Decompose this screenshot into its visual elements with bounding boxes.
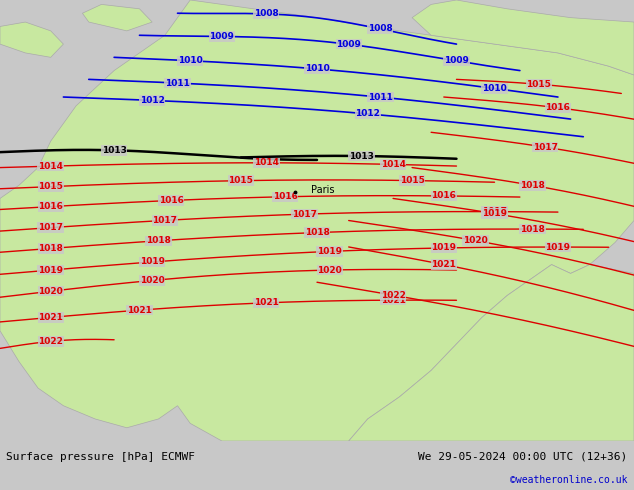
Text: 1014: 1014 bbox=[380, 160, 406, 169]
Polygon shape bbox=[349, 265, 634, 441]
Text: 1016: 1016 bbox=[158, 196, 184, 205]
Text: 1017: 1017 bbox=[533, 143, 558, 151]
Text: 1016: 1016 bbox=[38, 202, 63, 211]
Text: 1018: 1018 bbox=[146, 236, 171, 245]
Text: 1018: 1018 bbox=[520, 181, 545, 190]
Text: Paris: Paris bbox=[311, 185, 334, 195]
Text: 1017: 1017 bbox=[482, 207, 507, 216]
Text: 1014: 1014 bbox=[38, 162, 63, 171]
Text: 1022: 1022 bbox=[380, 291, 406, 300]
Text: 1019: 1019 bbox=[431, 244, 456, 252]
Text: 1019: 1019 bbox=[38, 266, 63, 274]
Text: 1021: 1021 bbox=[431, 260, 456, 269]
Text: 1012: 1012 bbox=[355, 109, 380, 119]
Text: ©weatheronline.co.uk: ©weatheronline.co.uk bbox=[510, 475, 628, 485]
Polygon shape bbox=[82, 4, 152, 31]
Text: 1015: 1015 bbox=[399, 176, 425, 185]
Text: 1008: 1008 bbox=[368, 24, 393, 33]
Text: 1021: 1021 bbox=[127, 306, 152, 315]
Polygon shape bbox=[0, 0, 634, 441]
Polygon shape bbox=[0, 22, 63, 57]
Text: 1020: 1020 bbox=[463, 236, 488, 245]
Text: 1019: 1019 bbox=[317, 247, 342, 256]
Text: 1021: 1021 bbox=[380, 295, 406, 305]
Text: 1011: 1011 bbox=[368, 93, 393, 101]
Text: 1018: 1018 bbox=[520, 224, 545, 234]
Text: 1018: 1018 bbox=[304, 228, 330, 237]
Text: Surface pressure [hPa] ECMWF: Surface pressure [hPa] ECMWF bbox=[6, 452, 195, 462]
Text: 1011: 1011 bbox=[165, 78, 190, 88]
Text: 1014: 1014 bbox=[254, 158, 279, 167]
Text: We 29-05-2024 00:00 UTC (12+36): We 29-05-2024 00:00 UTC (12+36) bbox=[418, 452, 628, 462]
Text: 1020: 1020 bbox=[38, 287, 63, 296]
Polygon shape bbox=[412, 0, 634, 75]
Text: 1021: 1021 bbox=[254, 298, 279, 307]
Text: 1012: 1012 bbox=[139, 96, 165, 105]
Text: 1016: 1016 bbox=[273, 192, 298, 201]
Text: 1021: 1021 bbox=[38, 313, 63, 322]
Text: 1010: 1010 bbox=[482, 84, 507, 93]
Text: 1010: 1010 bbox=[304, 65, 330, 74]
Text: 1015: 1015 bbox=[526, 80, 552, 89]
Text: 1018: 1018 bbox=[38, 244, 63, 253]
Text: 1015: 1015 bbox=[228, 176, 254, 185]
Text: 1009: 1009 bbox=[444, 56, 469, 65]
Text: 1022: 1022 bbox=[38, 337, 63, 346]
Text: 1009: 1009 bbox=[336, 40, 361, 49]
Text: 1009: 1009 bbox=[209, 32, 235, 41]
Text: 1017: 1017 bbox=[292, 210, 317, 219]
Text: 1017: 1017 bbox=[152, 216, 178, 225]
Text: 1010: 1010 bbox=[178, 56, 203, 65]
Text: 1017: 1017 bbox=[38, 223, 63, 232]
Text: 1008: 1008 bbox=[254, 9, 279, 19]
Text: 1020: 1020 bbox=[139, 276, 165, 285]
Text: 1016: 1016 bbox=[431, 192, 456, 200]
Text: 1013: 1013 bbox=[101, 146, 127, 155]
Text: 1013: 1013 bbox=[349, 151, 374, 161]
Text: 1019: 1019 bbox=[482, 209, 507, 218]
Text: 1016: 1016 bbox=[545, 103, 571, 112]
Text: 1015: 1015 bbox=[38, 182, 63, 191]
Text: 1020: 1020 bbox=[317, 266, 342, 274]
Text: 1019: 1019 bbox=[139, 257, 165, 267]
Text: 1019: 1019 bbox=[545, 243, 571, 251]
